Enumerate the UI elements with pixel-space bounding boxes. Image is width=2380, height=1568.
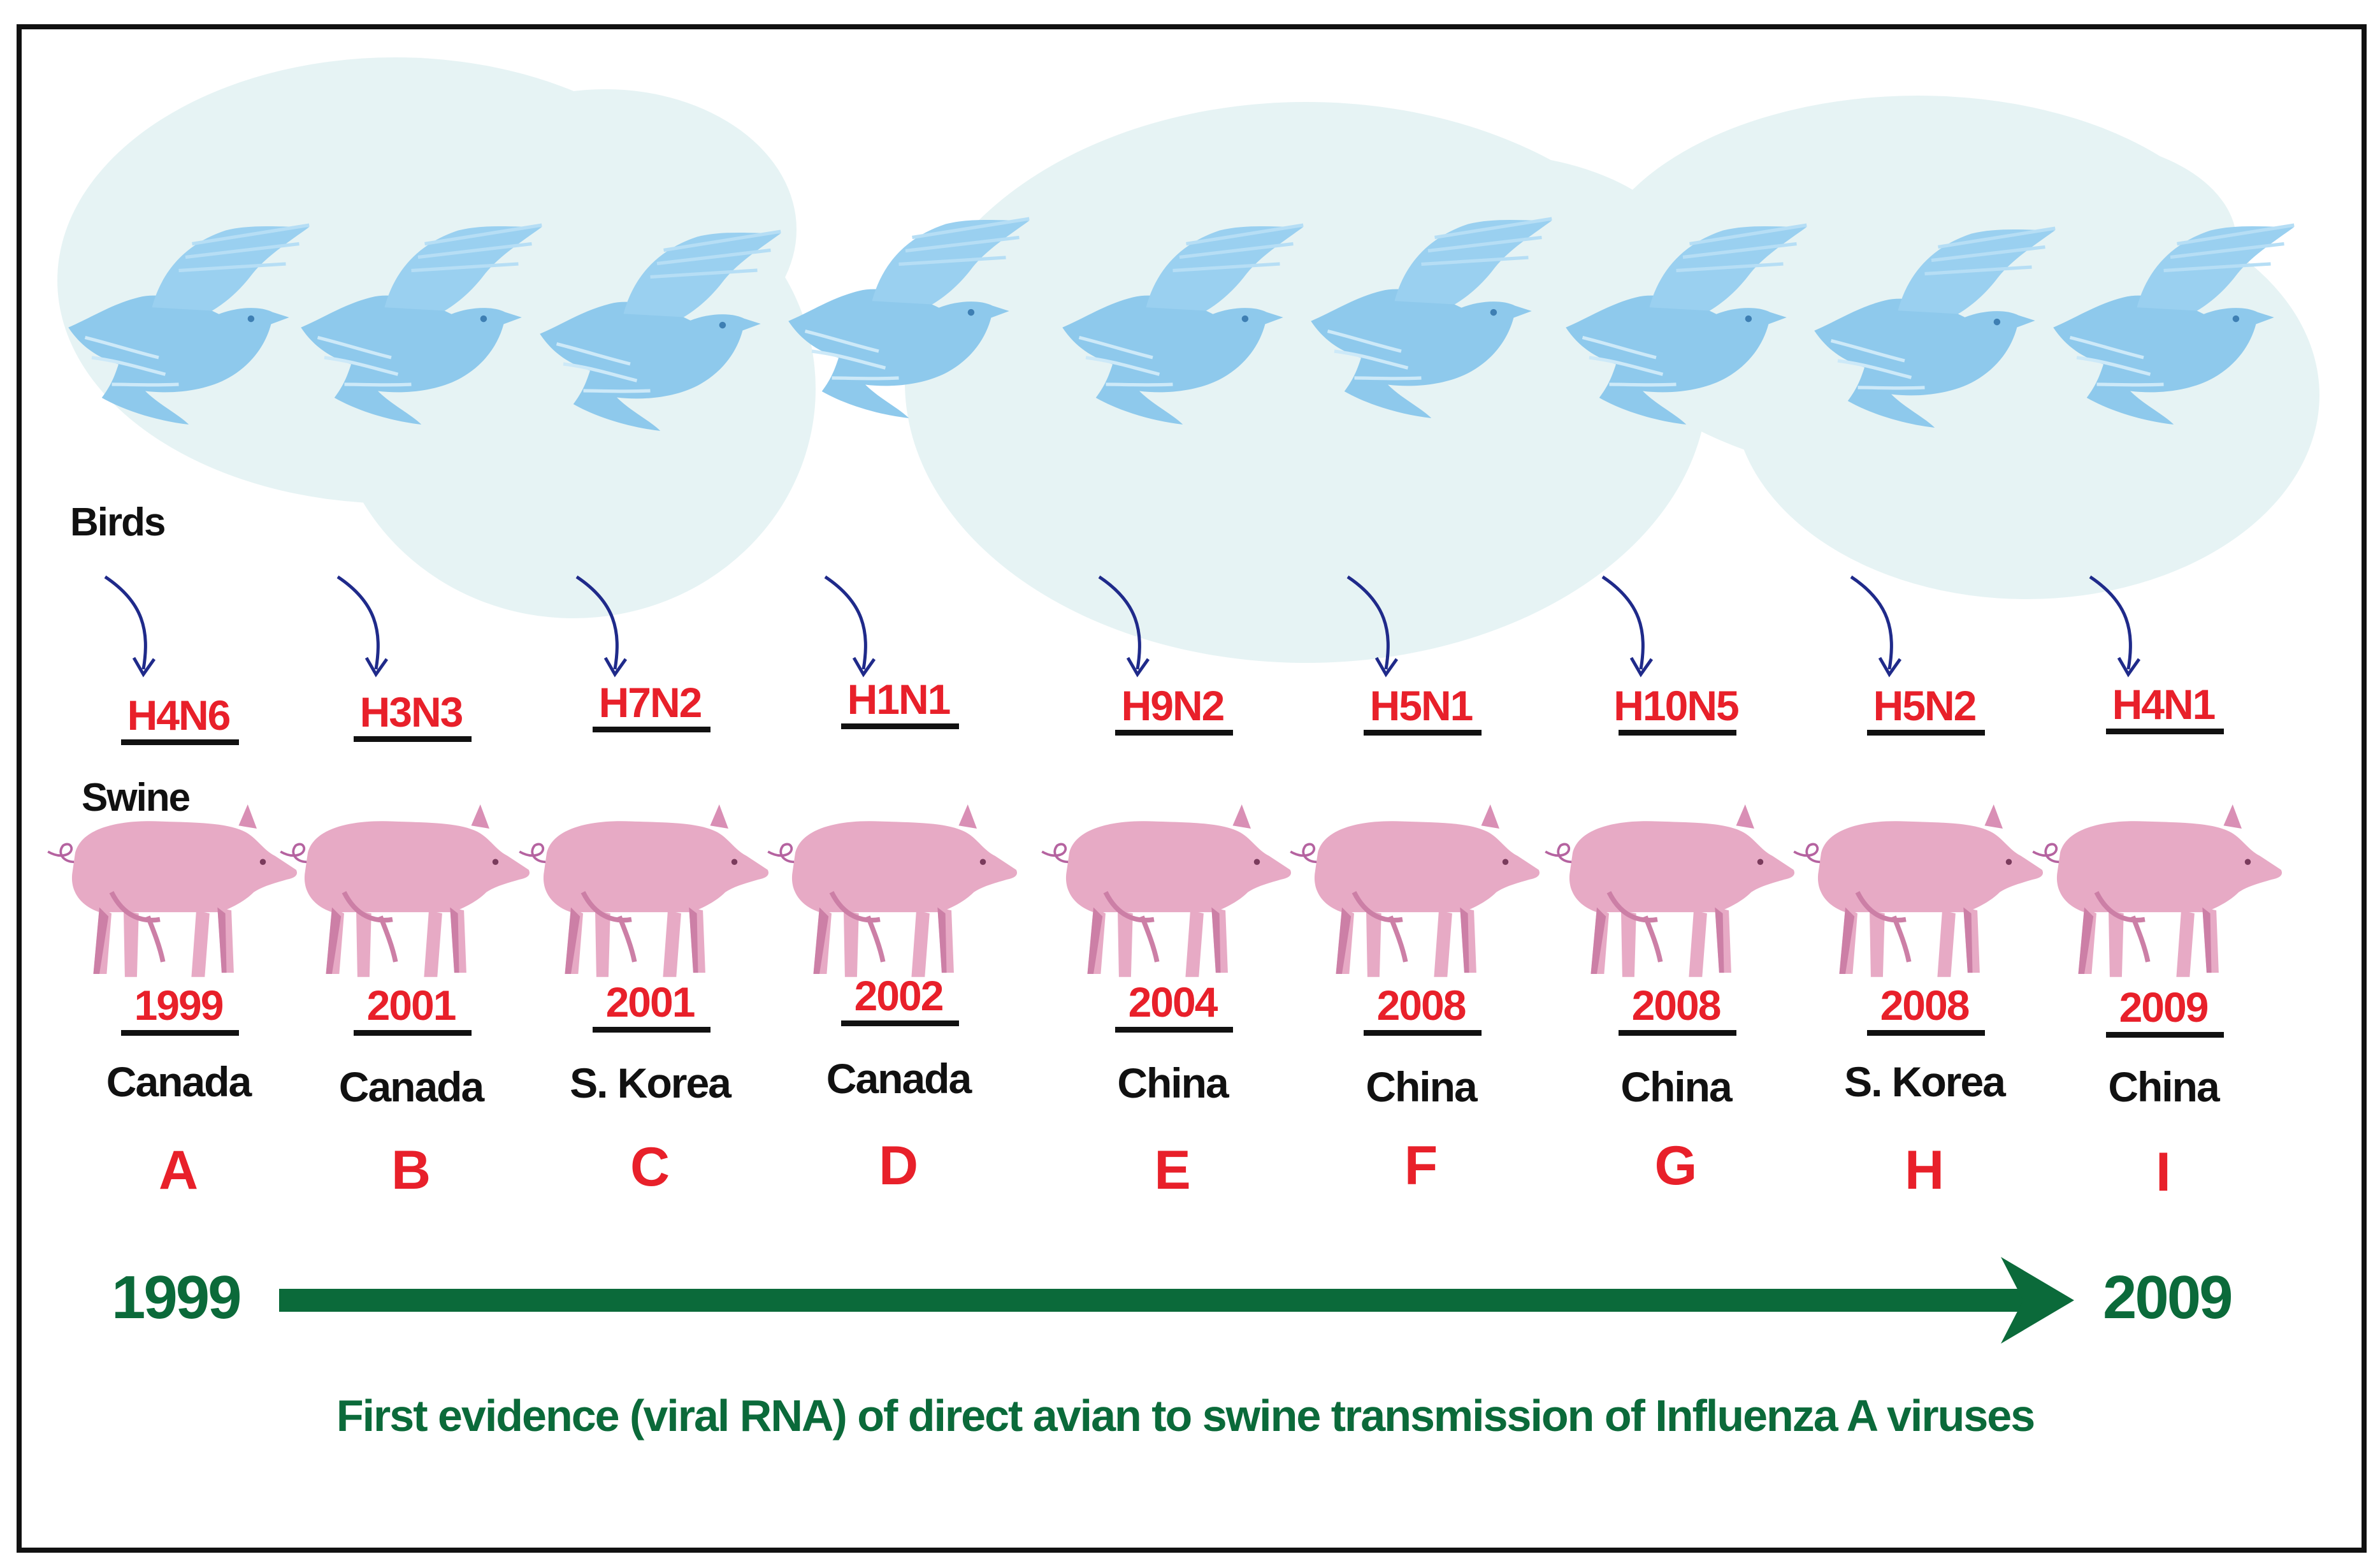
subtype-label: H3N3 <box>360 688 463 736</box>
curved-arrow-icon <box>2089 575 2132 670</box>
subtype-label: H1N1 <box>847 676 950 723</box>
year-label: 2008 <box>1880 982 1969 1029</box>
country-label: S. Korea <box>1844 1058 2007 1105</box>
timeline-end-year: 2009 <box>2103 1263 2232 1332</box>
subtype-underline <box>841 723 959 729</box>
curved-arrow-icon <box>104 575 147 670</box>
year-underline <box>841 1020 959 1026</box>
year-underline <box>593 1027 710 1033</box>
arrowhead-icon <box>1126 657 1150 678</box>
year-underline <box>354 1030 472 1036</box>
curved-arrow-icon <box>1346 575 1390 670</box>
panel-letter: D <box>879 1135 918 1196</box>
curved-arrow-icon <box>575 575 619 670</box>
year-label: 1999 <box>134 982 223 1029</box>
transmission-column: H4N1 2009 China I <box>2033 575 2282 1203</box>
transmission-column: H4N6 1999 Canada A <box>48 575 297 1201</box>
panel-letter: A <box>159 1140 198 1201</box>
subtype-label: H5N2 <box>1873 682 1976 729</box>
panel-letter: E <box>1154 1140 1190 1201</box>
subtype-underline <box>1619 730 1736 736</box>
arrowhead-icon <box>1878 657 1902 678</box>
subtype-label: H9N2 <box>1121 682 1224 729</box>
panel-letter: G <box>1655 1135 1698 1196</box>
arrowhead-icon <box>2117 657 2141 678</box>
transmission-column: H1N1 2002 Canada D <box>768 575 1017 1196</box>
subtype-underline <box>1364 730 1482 736</box>
year-label: 2009 <box>2119 984 2208 1031</box>
arrowhead-icon <box>852 657 876 678</box>
country-label: China <box>1117 1059 1230 1107</box>
year-underline <box>1867 1030 1985 1036</box>
panel-letter: C <box>630 1136 670 1198</box>
arrowhead-icon <box>1629 657 1654 678</box>
year-label: 2008 <box>1632 982 1720 1029</box>
curved-arrow-icon <box>1601 575 1645 670</box>
curved-arrow-icon <box>1850 575 1893 670</box>
subtype-underline <box>121 739 239 745</box>
subtype-underline <box>354 736 472 742</box>
country-label: Canada <box>106 1058 253 1105</box>
arrowhead-icon <box>1374 657 1399 678</box>
subtype-label: H4N6 <box>127 692 230 739</box>
timeline-start-year: 1999 <box>112 1263 240 1332</box>
year-underline <box>121 1030 239 1036</box>
transmission-column: H9N2 2004 China E <box>1042 575 1291 1201</box>
arrowhead-icon <box>132 657 156 678</box>
subtype-label: H10N5 <box>1613 682 1738 729</box>
subtype-underline <box>593 727 710 732</box>
birds-label: Birds <box>70 500 164 544</box>
subtype-label: H7N2 <box>599 679 702 726</box>
arrowhead-icon <box>603 657 628 678</box>
panel-letter: B <box>391 1140 431 1201</box>
subtype-underline <box>1867 730 1985 736</box>
subtype-label: H5N1 <box>1370 682 1473 729</box>
panel-letter: I <box>2156 1142 2171 1203</box>
year-underline <box>1364 1030 1482 1036</box>
curved-arrow-icon <box>336 575 380 670</box>
timeline-caption: First evidence (viral RNA) of direct avi… <box>336 1391 2034 1441</box>
panel-letter: F <box>1404 1135 1438 1196</box>
year-underline <box>1115 1027 1233 1033</box>
curved-arrow-icon <box>1098 575 1141 670</box>
subtype-label: H4N1 <box>2112 681 2215 728</box>
swine-label: Swine <box>82 776 190 820</box>
subtype-underline <box>2106 729 2224 734</box>
transmission-column: H10N5 2008 China G <box>1545 575 1794 1196</box>
transmission-column: H3N3 2001 Canada B <box>280 575 530 1201</box>
panel-letter: H <box>1905 1140 1944 1201</box>
year-label: 2001 <box>606 978 695 1026</box>
year-label: 2008 <box>1377 982 1466 1029</box>
country-label: China <box>1620 1063 1733 1110</box>
year-underline <box>2106 1032 2224 1038</box>
country-label: Canada <box>826 1055 973 1102</box>
year-label: 2004 <box>1129 978 1218 1026</box>
country-label: Canada <box>339 1063 486 1110</box>
year-label: 2002 <box>855 972 943 1019</box>
year-underline <box>1619 1030 1736 1036</box>
country-label: China <box>1366 1063 1478 1110</box>
curved-arrow-icon <box>824 575 867 670</box>
subtype-underline <box>1115 730 1233 736</box>
transmission-column: H7N2 2001 S. Korea C <box>519 575 768 1198</box>
arrowhead-icon <box>364 657 389 678</box>
country-label: China <box>2108 1063 2221 1110</box>
country-label: S. Korea <box>570 1059 732 1107</box>
timeline-arrow <box>279 1257 2074 1344</box>
transmission-column: H5N2 2008 S. Korea H <box>1794 575 2043 1201</box>
transmission-column: H5N1 2008 China F <box>1290 575 1540 1196</box>
year-label: 2001 <box>367 982 456 1029</box>
